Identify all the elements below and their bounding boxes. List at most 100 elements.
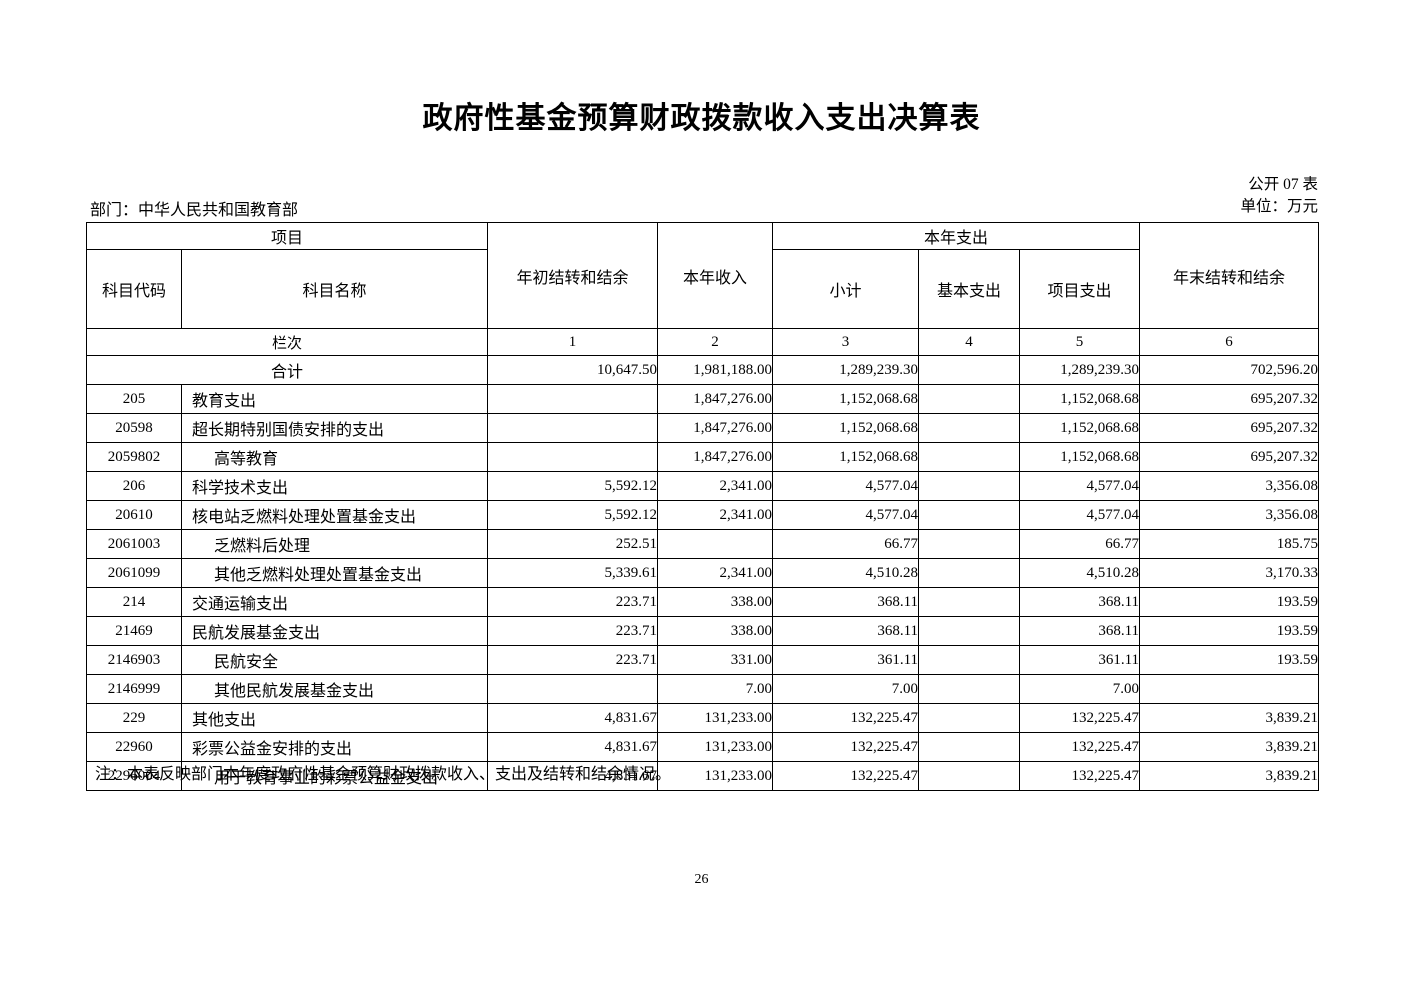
cell-project-expense: 132,225.47	[1019, 761, 1141, 791]
cell-project-expense: 7.00	[1019, 674, 1141, 704]
cell-year-income: 2,341.00	[657, 558, 774, 588]
cell-end-balance: 3,839.21	[1139, 703, 1320, 733]
cell-begin-balance: 4,831.67	[487, 732, 659, 762]
cell-begin-balance: 223.71	[487, 645, 659, 675]
cell-subject-code: 205	[86, 384, 182, 414]
table-row: 205 教育支出 1,847,276.00 1,152,068.68 1,152,068…	[86, 384, 1320, 414]
cell-subtotal: 132,225.47	[772, 703, 920, 733]
cell-subject-code: 21469	[86, 616, 182, 646]
cell-basic-expense	[918, 674, 1021, 704]
cell-end-balance: 193.59	[1139, 645, 1320, 675]
header-item-group: 项目	[85, 222, 489, 250]
header-subtotal: 小计	[772, 249, 920, 329]
cell-subject-name: 科学技术支出	[180, 471, 489, 501]
cell-end-balance: 193.59	[1139, 587, 1320, 617]
cell-subtotal: 66.77	[772, 529, 920, 559]
table-note: 注：本表反映部门本年度政府性基金预算财政拨款收入、支出及结转和结余情况。	[95, 766, 672, 783]
cell-basic-expense	[918, 529, 1021, 559]
cell-subtotal: 132,225.47	[772, 732, 920, 762]
cell-end-balance: 185.75	[1139, 529, 1320, 559]
cell-subject-code: 2059802	[86, 442, 182, 472]
column-index-2: 2	[657, 328, 774, 356]
cell-subtotal: 7.00	[772, 674, 920, 704]
page-title: 政府性基金预算财政拨款收入支出决算表	[422, 102, 981, 135]
cell-project-expense: 1,152,068.68	[1019, 384, 1141, 414]
cell-subtotal: 4,577.04	[772, 500, 920, 530]
column-index-3: 3	[772, 328, 920, 356]
cell-year-income: 338.00	[657, 616, 774, 646]
cell-begin-balance: 252.51	[487, 529, 659, 559]
cell-subject-code: 214	[86, 587, 182, 617]
cell-begin-balance	[487, 384, 659, 414]
table-row: 22960 彩票公益金安排的支出 4,831.67 131,233.00 132,225…	[86, 732, 1320, 762]
table-row: 2146999 其他民航发展基金支出 7.00 7.00 7.00	[86, 674, 1320, 704]
cell-begin-balance: 223.71	[487, 616, 659, 646]
cell-basic-expense	[918, 558, 1021, 588]
cell-begin-balance: 5,592.12	[487, 471, 659, 501]
header-year-income: 本年收入	[657, 222, 774, 329]
cell-project-expense: 368.11	[1019, 616, 1141, 646]
cell-subtotal: 1,152,068.68	[772, 413, 920, 443]
table-row: 21469 民航发展基金支出 223.71 338.00 368.11 368.11 193…	[86, 616, 1320, 646]
form-number-label: 公开 07 表	[1248, 176, 1318, 193]
column-index-1: 1	[487, 328, 659, 356]
cell-subject-code: 2061099	[86, 558, 182, 588]
column-index-5: 5	[1019, 328, 1141, 356]
cell-project-expense: 132,225.47	[1019, 703, 1141, 733]
cell-subject-code: 2146999	[86, 674, 182, 704]
cell-begin-balance	[487, 674, 659, 704]
cell-subject-code: 20610	[86, 500, 182, 530]
cell-project-expense: 4,577.04	[1019, 500, 1141, 530]
header-end-balance: 年末结转和结余	[1139, 222, 1320, 329]
cell-begin-balance: 5,592.12	[487, 500, 659, 530]
cell-year-income: 2,341.00	[657, 471, 774, 501]
cell-project-expense: 368.11	[1019, 587, 1141, 617]
cell-subtotal: 1,152,068.68	[772, 442, 920, 472]
table-header: 项目 年初结转和结余 本年收入 本年支出 年末结转和结余 科目代码 科目名称 小…	[85, 222, 1320, 356]
column-index-6: 6	[1139, 328, 1320, 356]
cell-subtotal: 368.11	[772, 616, 920, 646]
cell-year-income	[657, 529, 774, 559]
cell-project-expense: 66.77	[1019, 529, 1141, 559]
cell-begin-balance	[487, 413, 659, 443]
table-row: 229 其他支出 4,831.67 131,233.00 132,225.47 132,2…	[86, 703, 1320, 733]
unit-label: 单位：万元	[1240, 198, 1318, 215]
cell-end-balance: 3,170.33	[1139, 558, 1320, 588]
header-basic-expense: 基本支出	[918, 249, 1021, 329]
cell-basic-expense	[918, 616, 1021, 646]
cell-end-balance: 193.59	[1139, 616, 1320, 646]
budget-table: 项目 年初结转和结余 本年收入 本年支出 年末结转和结余 科目代码 科目名称 小…	[85, 222, 1320, 791]
header-project-expense: 项目支出	[1019, 249, 1141, 329]
cell-end-balance: 3,356.08	[1139, 500, 1320, 530]
cell-begin-balance: 223.71	[487, 587, 659, 617]
cell-year-income: 331.00	[657, 645, 774, 675]
total-end-balance: 702,596.20	[1139, 355, 1320, 385]
cell-project-expense: 1,152,068.68	[1019, 413, 1141, 443]
cell-project-expense: 4,577.04	[1019, 471, 1141, 501]
cell-subject-name: 用于教育事业的彩票公益金支出	[180, 761, 489, 791]
cell-subject-name: 核电站乏燃料处理处置基金支出	[180, 500, 489, 530]
table-row: 2061003 乏燃料后处理 252.51 66.77 66.77 185.75	[86, 529, 1320, 559]
cell-year-income: 1,847,276.00	[657, 413, 774, 443]
cell-subtotal: 361.11	[772, 645, 920, 675]
cell-subject-name: 交通运输支出	[180, 587, 489, 617]
cell-project-expense: 4,510.28	[1019, 558, 1141, 588]
header-name: 科目名称	[180, 249, 489, 329]
cell-project-expense: 132,225.47	[1019, 732, 1141, 762]
total-basic-expense	[918, 355, 1021, 385]
table-row: 2061099 其他乏燃料处理处置基金支出 5,339.61 2,341.00 4,51…	[86, 558, 1320, 588]
cell-subject-code: 229	[86, 703, 182, 733]
cell-begin-balance: 5,339.61	[487, 558, 659, 588]
column-index-4: 4	[918, 328, 1021, 356]
header-year-expense-group: 本年支出	[772, 222, 1141, 250]
cell-subject-name: 其他支出	[180, 703, 489, 733]
cell-basic-expense	[918, 384, 1021, 414]
cell-subject-code: 22960	[86, 732, 182, 762]
cell-end-balance: 695,207.32	[1139, 442, 1320, 472]
cell-year-income: 131,233.00	[657, 761, 774, 791]
cell-subtotal: 1,152,068.68	[772, 384, 920, 414]
cell-year-income: 1,847,276.00	[657, 442, 774, 472]
cell-basic-expense	[918, 471, 1021, 501]
cell-basic-expense	[918, 703, 1021, 733]
table-row: 214 交通运输支出 223.71 338.00 368.11 368.11 193.59	[86, 587, 1320, 617]
